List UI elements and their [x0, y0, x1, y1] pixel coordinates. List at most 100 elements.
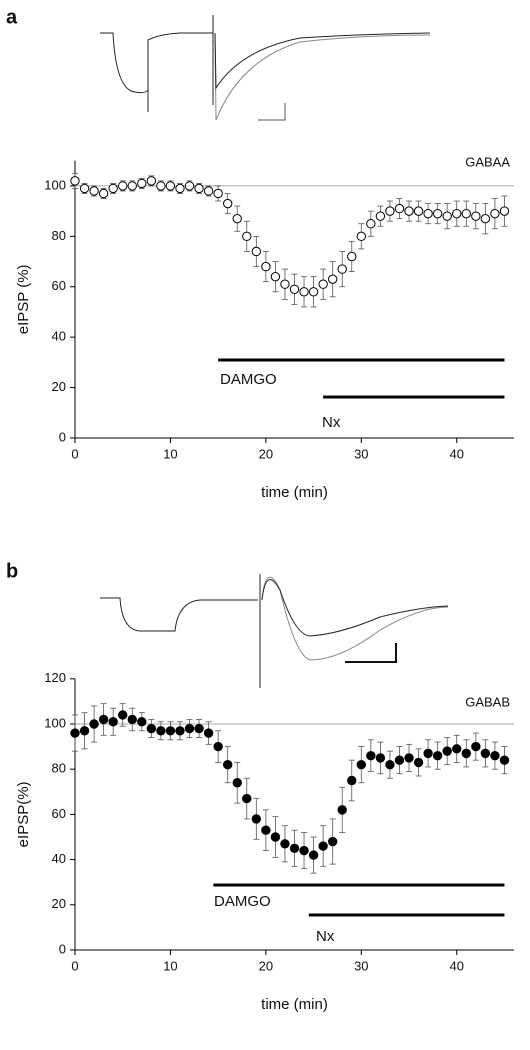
data-point	[423, 748, 433, 759]
y-tick-label: 100	[44, 715, 66, 730]
data-point	[98, 714, 109, 725]
treatment-label: Nx	[322, 414, 341, 431]
data-point	[442, 211, 452, 221]
data-point	[461, 748, 471, 759]
y-tick-label: 40	[52, 851, 66, 866]
data-point	[394, 755, 405, 765]
data-point	[299, 287, 309, 297]
data-point	[289, 284, 300, 294]
data-point	[490, 750, 500, 761]
x-tick-label: 20	[259, 958, 273, 973]
data-point	[375, 211, 386, 221]
data-point	[308, 287, 319, 297]
data-point	[385, 206, 395, 216]
data-point	[70, 176, 80, 186]
data-point	[270, 271, 281, 282]
data-point	[471, 741, 481, 752]
data-point	[79, 183, 90, 194]
data-point	[404, 206, 414, 216]
data-point	[165, 181, 176, 191]
data-point	[222, 759, 233, 770]
data-point	[299, 845, 309, 856]
x-tick-label: 40	[450, 446, 464, 461]
data-point	[366, 219, 376, 229]
y-tick-label: 100	[44, 177, 66, 192]
data-point	[413, 206, 424, 216]
data-point	[70, 728, 80, 738]
data-point	[261, 825, 271, 835]
x-tick-label: 10	[163, 446, 177, 461]
data-point	[137, 717, 147, 727]
data-point	[98, 188, 109, 199]
data-point	[108, 183, 118, 194]
y-tick-label: 80	[52, 228, 66, 243]
data-point	[480, 748, 491, 759]
data-point	[242, 231, 252, 242]
data-point	[194, 723, 204, 734]
data-point	[461, 208, 471, 219]
x-tick-label: 20	[259, 446, 273, 461]
data-point	[471, 211, 481, 221]
y-tick-label: 20	[52, 896, 66, 911]
data-point	[452, 208, 462, 219]
data-point	[146, 176, 157, 186]
data-point	[490, 208, 500, 219]
data-point	[356, 231, 367, 242]
data-point	[366, 750, 376, 761]
data-point	[318, 279, 328, 289]
data-point	[137, 178, 147, 189]
data-point	[184, 181, 195, 191]
y-axis-label: eIPSP(%)	[15, 781, 32, 847]
data-point	[347, 775, 357, 786]
x-tick-label: 40	[450, 958, 464, 973]
data-point	[337, 264, 347, 274]
data-point	[423, 208, 433, 219]
data-point	[242, 793, 252, 804]
trace-inset-a	[100, 15, 431, 121]
data-point	[270, 832, 281, 842]
x-tick-label: 0	[71, 446, 78, 461]
data-point	[175, 726, 185, 736]
data-point	[89, 719, 99, 729]
y-tick-label: 0	[59, 429, 66, 444]
data-point	[375, 753, 386, 763]
y-tick-label: 60	[52, 806, 66, 821]
data-point	[232, 213, 242, 224]
y-tick-label: 0	[59, 941, 66, 956]
data-point	[327, 274, 338, 284]
data-point	[452, 744, 462, 754]
treatment-label: Nx	[316, 928, 335, 945]
data-point	[499, 206, 510, 216]
reference-label: GABAA	[465, 154, 510, 169]
data-point	[385, 759, 395, 770]
y-tick-label: 80	[52, 761, 66, 776]
data-point	[222, 198, 233, 209]
data-point	[289, 843, 300, 853]
treatment-label: DAMGO	[214, 893, 271, 910]
y-tick-label: 60	[52, 278, 66, 293]
data-point	[327, 836, 338, 847]
data-point	[156, 726, 166, 736]
trace-inset-b	[100, 574, 449, 688]
data-point	[394, 203, 405, 214]
data-point	[213, 741, 223, 752]
data-point	[442, 746, 452, 756]
data-point	[232, 778, 242, 788]
data-point	[404, 753, 414, 763]
data-point	[308, 850, 319, 860]
data-point	[108, 717, 118, 727]
x-tick-label: 30	[354, 446, 368, 461]
data-point	[118, 181, 128, 191]
data-point	[499, 755, 510, 765]
data-point	[356, 759, 367, 770]
data-point	[203, 186, 214, 196]
data-point	[432, 208, 443, 219]
data-point	[337, 805, 347, 815]
data-point	[175, 183, 185, 194]
reference-label: GABAB	[465, 694, 510, 709]
data-point	[184, 723, 195, 734]
data-point	[251, 814, 262, 824]
data-point	[118, 710, 128, 720]
y-tick-label: 120	[44, 670, 66, 685]
data-point	[347, 251, 357, 262]
